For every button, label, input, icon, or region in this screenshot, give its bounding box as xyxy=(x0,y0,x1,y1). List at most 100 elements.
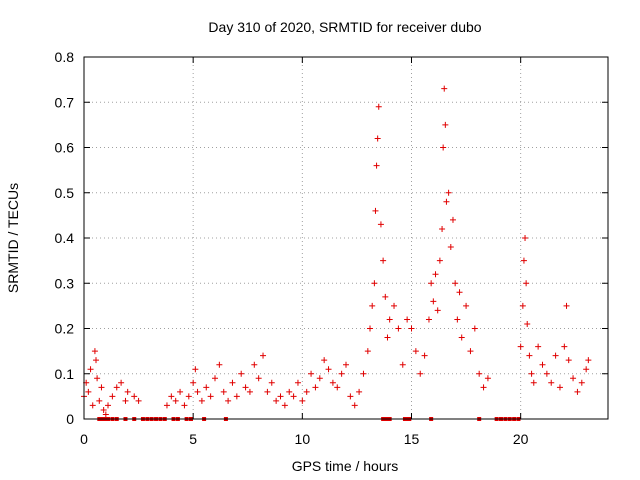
data-point xyxy=(85,388,92,395)
y-tick-label: 0.8 xyxy=(55,49,75,65)
data-point xyxy=(264,388,271,395)
data-point xyxy=(452,280,459,287)
x-tick-label: 15 xyxy=(404,431,420,447)
data-point xyxy=(203,384,210,391)
data-point xyxy=(570,375,577,382)
y-tick-label: 0 xyxy=(66,411,74,427)
data-point xyxy=(563,302,570,309)
data-point xyxy=(517,343,524,350)
data-point xyxy=(360,370,367,377)
data-point xyxy=(458,334,465,341)
y-tick-label: 0.2 xyxy=(55,321,75,337)
data-point xyxy=(441,85,448,92)
data-point xyxy=(238,370,245,377)
data-point xyxy=(118,379,125,386)
data-point xyxy=(343,361,349,368)
data-point xyxy=(273,397,280,404)
data-point xyxy=(447,244,454,251)
data-point xyxy=(356,388,363,395)
data-point xyxy=(89,402,96,409)
data-point xyxy=(456,289,463,296)
data-point xyxy=(308,370,315,377)
data-point xyxy=(395,325,402,332)
data-point xyxy=(556,384,563,391)
data-point xyxy=(442,121,449,128)
data-point xyxy=(172,397,179,404)
data-point xyxy=(372,207,379,214)
data-point xyxy=(163,402,170,409)
grid xyxy=(84,57,608,419)
data-point xyxy=(212,375,218,382)
x-tick-label: 5 xyxy=(189,431,197,447)
data-point xyxy=(377,221,384,228)
x-tick-label: 0 xyxy=(80,431,88,447)
data-point xyxy=(578,379,585,386)
data-point xyxy=(428,280,435,287)
data-point xyxy=(299,397,306,404)
data-point xyxy=(524,320,531,327)
data-point xyxy=(374,135,381,142)
data-point xyxy=(192,366,199,373)
data-point xyxy=(382,293,389,300)
data-point xyxy=(290,393,297,400)
data-point xyxy=(338,370,345,377)
data-point xyxy=(220,388,227,395)
y-tick-label: 0.4 xyxy=(55,230,75,246)
data-point xyxy=(225,397,232,404)
data-point xyxy=(386,316,393,323)
data-point xyxy=(373,162,380,169)
data-point xyxy=(369,302,376,309)
data-point xyxy=(439,225,446,232)
data-point xyxy=(334,384,341,391)
data-point xyxy=(94,375,101,382)
data-point xyxy=(543,370,550,377)
data-point xyxy=(436,257,443,264)
data-point xyxy=(425,316,432,323)
data-point xyxy=(583,366,590,373)
data-point xyxy=(548,379,555,386)
data-point xyxy=(96,397,103,404)
data-point xyxy=(434,307,441,314)
data-point xyxy=(229,379,236,386)
data-point xyxy=(384,334,391,341)
data-point xyxy=(526,352,533,359)
data-point xyxy=(294,379,301,386)
data-point xyxy=(574,388,581,395)
axis-ticks: 0 0.1 0.2 0.3 0.4 0.5 0.6 0.7 0.8 0 5 10 15 20 xyxy=(55,49,608,447)
data-point xyxy=(251,361,258,368)
data-point xyxy=(375,103,382,110)
data-point xyxy=(371,280,378,287)
x-tick-label: 20 xyxy=(513,431,529,447)
data-point xyxy=(421,352,428,359)
y-axis-label: SRMTID / TECUs xyxy=(5,183,21,293)
data-point xyxy=(432,271,439,278)
x-axis-label: GPS time / hours xyxy=(292,458,399,474)
data-point xyxy=(367,325,374,332)
data-point xyxy=(399,361,406,368)
data-point xyxy=(463,302,470,309)
data-point xyxy=(391,302,398,309)
data-point xyxy=(325,366,332,373)
data-point xyxy=(255,375,262,382)
data-point xyxy=(233,393,240,400)
data-point xyxy=(445,189,452,196)
data-point xyxy=(124,388,131,395)
data-point xyxy=(312,384,319,391)
data-point xyxy=(131,393,138,400)
data-point xyxy=(190,379,197,386)
data-point xyxy=(404,316,411,323)
data-point xyxy=(122,397,129,404)
data-point xyxy=(539,361,546,368)
y-tick-label: 0.5 xyxy=(55,185,75,201)
data-point xyxy=(535,343,542,350)
data-point xyxy=(480,384,487,391)
y-tick-label: 0.6 xyxy=(55,140,75,156)
data-point xyxy=(260,352,267,359)
y-tick-label: 0.7 xyxy=(55,94,75,110)
data-point xyxy=(303,388,310,395)
data-point xyxy=(135,397,142,404)
data-point xyxy=(194,388,201,395)
data-point xyxy=(440,144,447,151)
data-point xyxy=(113,384,120,391)
data-point xyxy=(380,257,387,264)
